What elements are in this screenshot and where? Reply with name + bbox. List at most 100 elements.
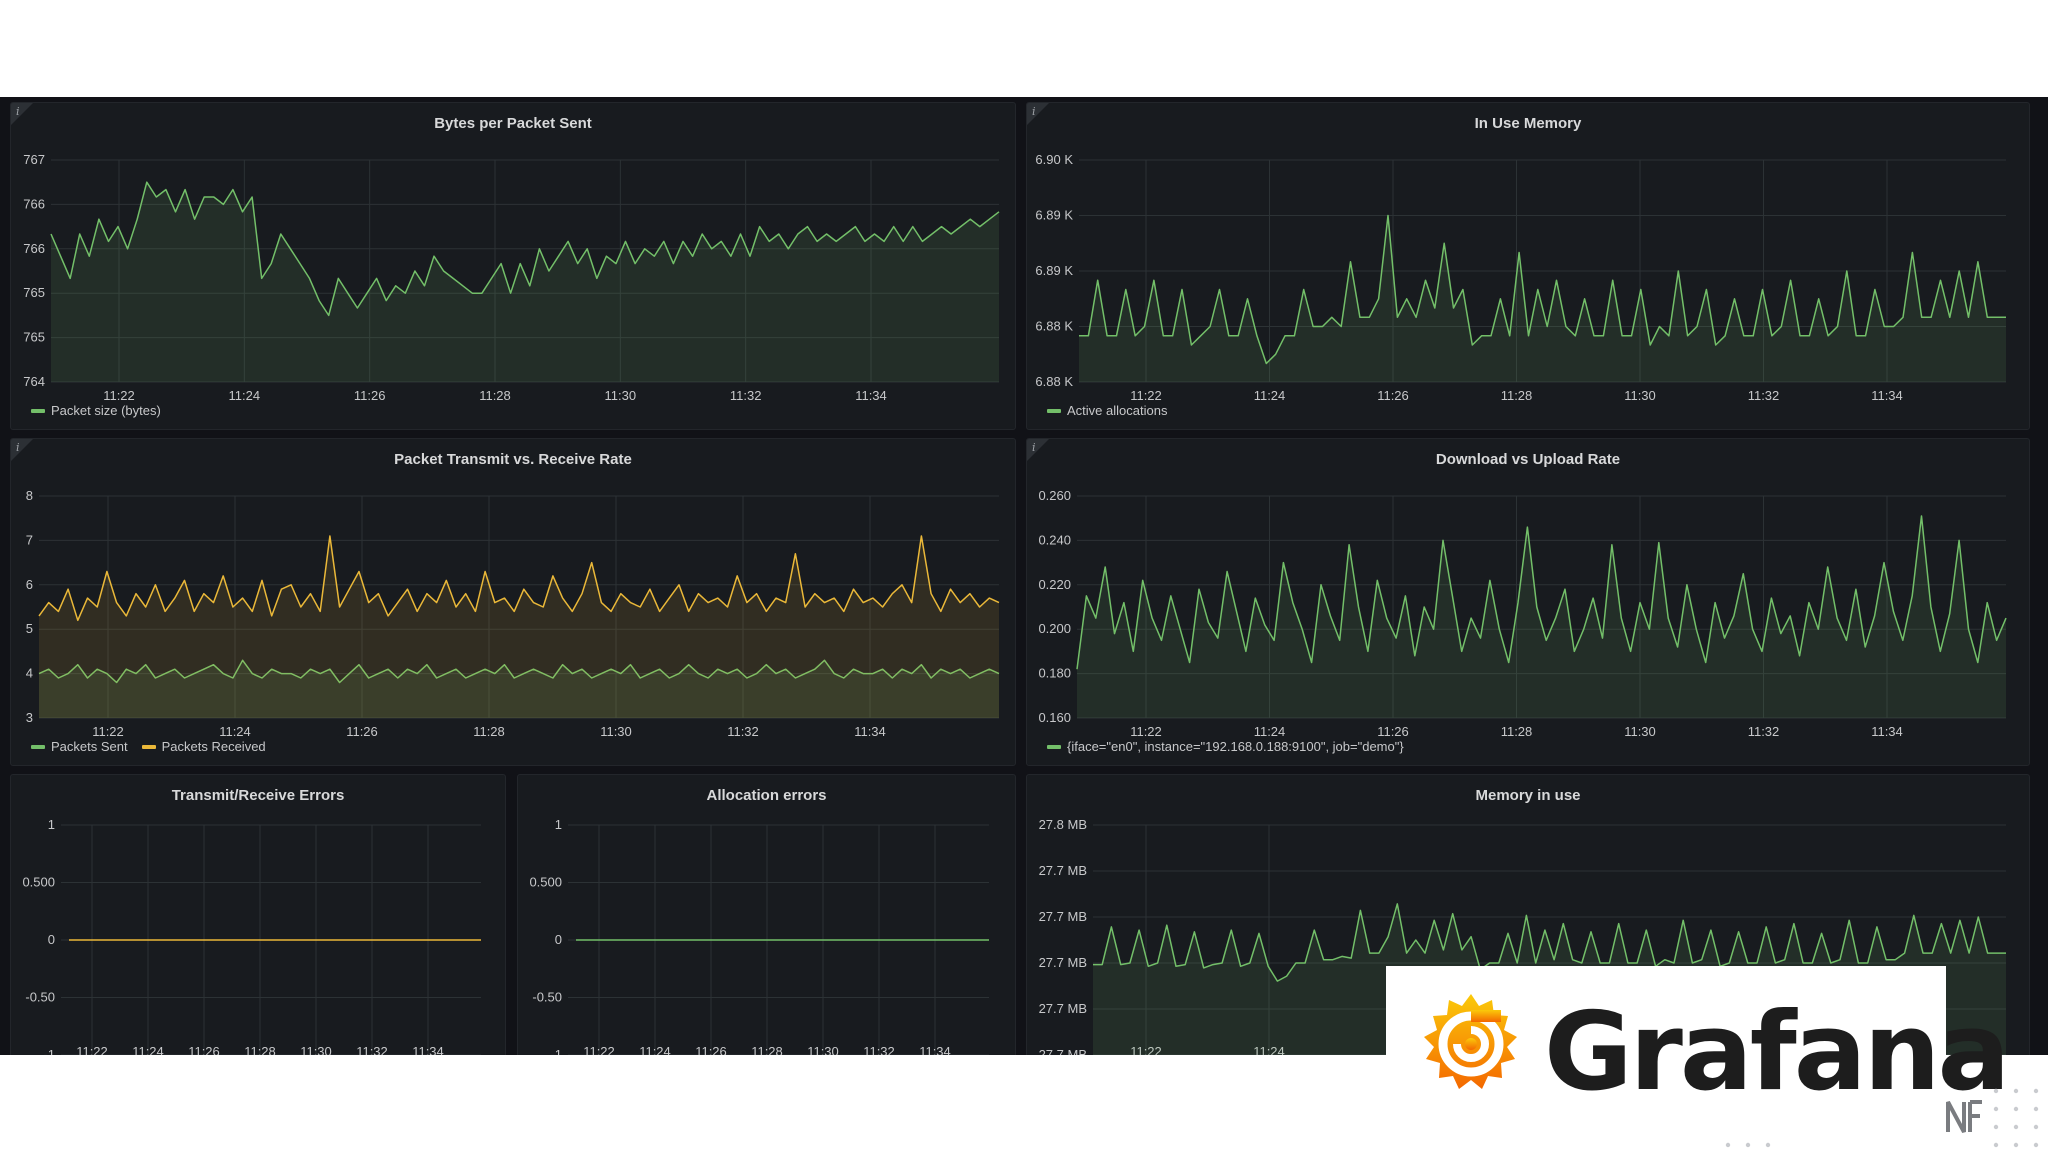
info-icon[interactable]: i (1032, 105, 1036, 118)
panel-packet-transmit-vs-receive-rate[interactable]: i Packet Transmit vs. Receive Rate 8 7 6 5 4… (10, 438, 1016, 766)
chart-transmit-receive-errors[interactable]: 1 0.500 0 -0.50 -1 11:22 11:24 11:26 11:28 11:30 1… (11, 775, 506, 1055)
x-tick-label: 11:28 (751, 1044, 783, 1055)
y-tick-label: 0 (48, 932, 55, 947)
y-tick-label: 765 (23, 285, 45, 300)
x-tick-label: 11:34 (855, 388, 887, 403)
x-tick-label: 11:26 (354, 388, 386, 403)
panel-title[interactable]: In Use Memory (1474, 115, 1582, 132)
watermark-fragment (1944, 1096, 1984, 1145)
panel-in-use-memory[interactable]: i In Use Memory 6.90 K 6.89 K 6.89 K 6.88 K… (1026, 102, 2030, 430)
x-tick-label: 11:24 (132, 1044, 164, 1055)
panel-title[interactable]: Bytes per Packet Sent (434, 115, 592, 132)
legend-swatch (1047, 408, 1061, 413)
y-tick-label: 764 (23, 374, 45, 389)
chart-legend: {iface="en0", instance="192.168.0.188:91… (1047, 739, 1404, 754)
series-line[interactable] (38, 535, 1000, 622)
panel-info-corner[interactable] (11, 439, 33, 461)
legend-item[interactable]: Active allocations (1047, 403, 1167, 418)
series-line[interactable] (1079, 214, 2006, 365)
x-tick-label: 11:22 (1130, 724, 1162, 739)
y-tick-label: -0.50 (532, 990, 562, 1005)
y-tick-label: 6.88 K (1035, 374, 1073, 389)
panel-title[interactable]: Packet Transmit vs. Receive Rate (394, 451, 632, 468)
chart-in-use-memory[interactable]: 6.90 K 6.89 K 6.89 K 6.88 K 6.88 K 11:22 11:24… (1027, 103, 2030, 430)
x-tick-label: 11:30 (300, 1044, 332, 1055)
series-area (39, 660, 999, 718)
y-tick-label: 0 (555, 932, 562, 947)
x-tick-label: 11:24 (219, 724, 251, 739)
dot (2033, 1106, 2039, 1112)
y-tick-label: -1 (43, 1047, 55, 1055)
dot (2013, 1142, 2019, 1148)
panel-info-corner[interactable] (1027, 439, 1049, 461)
y-tick-label: 767 (23, 152, 45, 167)
dot (2033, 1142, 2039, 1148)
panel-title[interactable]: Download vs Upload Rate (1435, 451, 1621, 468)
x-tick-label: 11:26 (346, 724, 378, 739)
watermark-glyph (1946, 1100, 1982, 1133)
y-tick-label: 765 (23, 330, 45, 345)
dot (2013, 1088, 2019, 1094)
y-tick-label: 27.7 MB (1039, 863, 1087, 878)
chart-allocation-errors[interactable]: 1 0.500 0 -0.50 -1 11:22 11:24 11:26 11:28 11:30 1… (518, 775, 1016, 1055)
series-line[interactable] (38, 659, 1000, 684)
dot (2033, 1088, 2039, 1094)
x-tick-label: 11:28 (1501, 724, 1533, 739)
panel-info-corner[interactable] (1027, 103, 1049, 125)
y-tick-label: 27.7 MB (1039, 1047, 1087, 1055)
info-icon[interactable]: i (16, 105, 20, 118)
y-tick-label: 27.7 MB (1039, 1001, 1087, 1016)
dot (1765, 1142, 1771, 1148)
legend-label: {iface="en0", instance="192.168.0.188:91… (1067, 739, 1404, 754)
x-tick-label: 11:22 (76, 1044, 108, 1055)
y-tick-label: 6.90 K (1035, 152, 1073, 167)
dot (2013, 1124, 2019, 1130)
x-tick-label: 11:30 (1624, 724, 1656, 739)
y-tick-label: 5 (26, 621, 33, 636)
panel-transmit-receive-errors[interactable]: Transmit/Receive Errors 1 0.500 0 -0.50 -1 11… (10, 774, 506, 1055)
series-area (39, 536, 999, 718)
info-icon[interactable]: i (1032, 441, 1036, 454)
info-icon[interactable]: i (16, 441, 20, 454)
y-tick-label: -1 (550, 1047, 562, 1055)
x-tick-label: 11:28 (479, 388, 511, 403)
x-tick-label: 11:30 (1624, 388, 1656, 403)
y-tick-label: 0.500 (22, 875, 55, 890)
chart-packet-rate[interactable]: 8 7 6 5 4 3 11:22 11:24 11:26 11:28 11:30 11:32 11:3… (11, 439, 1016, 766)
decorative-dots (1993, 1088, 2039, 1148)
series-line[interactable] (1093, 903, 2006, 982)
panel-allocation-errors[interactable]: Allocation errors 1 0.500 0 -0.50 -1 11:22 11:… (517, 774, 1016, 1055)
y-tick-label: 0.260 (1038, 488, 1071, 503)
panel-title[interactable]: Memory in use (1475, 787, 1581, 804)
legend-label: Packets Received (161, 739, 266, 754)
y-tick-label: 0.160 (1038, 710, 1071, 725)
y-tick-label: 27.7 MB (1039, 955, 1087, 970)
y-tick-label: 6.89 K (1035, 208, 1073, 223)
dot (1725, 1142, 1731, 1148)
y-tick-label: 766 (23, 196, 45, 211)
panel-download-vs-upload-rate[interactable]: i Download vs Upload Rate 0.260 0.240 0.22… (1026, 438, 2030, 766)
chart-download-vs-upload[interactable]: 0.260 0.240 0.220 0.200 0.180 0.160 11:22 11:24… (1027, 439, 2030, 766)
panel-title[interactable]: Transmit/Receive Errors (171, 787, 345, 804)
grafana-logo-text: Grafana (1544, 990, 2010, 1115)
legend-label: Packets Sent (51, 739, 128, 754)
legend-item[interactable]: Packets Received (141, 739, 266, 754)
legend-item[interactable]: Packet size (bytes) (31, 403, 161, 418)
legend-swatch (31, 744, 45, 749)
chart-bytes-per-packet[interactable]: 767 766 766 765 765 764 11:22 11:24 11:26 11:28 11… (11, 103, 1016, 430)
chart-legend: Packet size (bytes) (31, 403, 161, 418)
y-tick-label: 7 (26, 532, 33, 547)
panel-title[interactable]: Allocation errors (706, 787, 827, 804)
y-tick-label: 0.180 (1038, 666, 1071, 681)
series-line[interactable] (1076, 515, 2007, 670)
x-tick-label: 11:22 (92, 724, 124, 739)
legend-swatch (1047, 744, 1061, 749)
x-tick-label: 11:28 (473, 724, 505, 739)
y-tick-label: 6.89 K (1035, 263, 1073, 278)
legend-item[interactable]: {iface="en0", instance="192.168.0.188:91… (1047, 739, 1404, 754)
panel-bytes-per-packet-sent[interactable]: i Bytes per Packet Sent 767 766 766 765 765 7… (10, 102, 1016, 430)
legend-item[interactable]: Packets Sent (31, 739, 128, 754)
series-area (1077, 516, 2006, 718)
panel-info-corner[interactable] (11, 103, 33, 125)
series-line[interactable] (50, 181, 1000, 317)
